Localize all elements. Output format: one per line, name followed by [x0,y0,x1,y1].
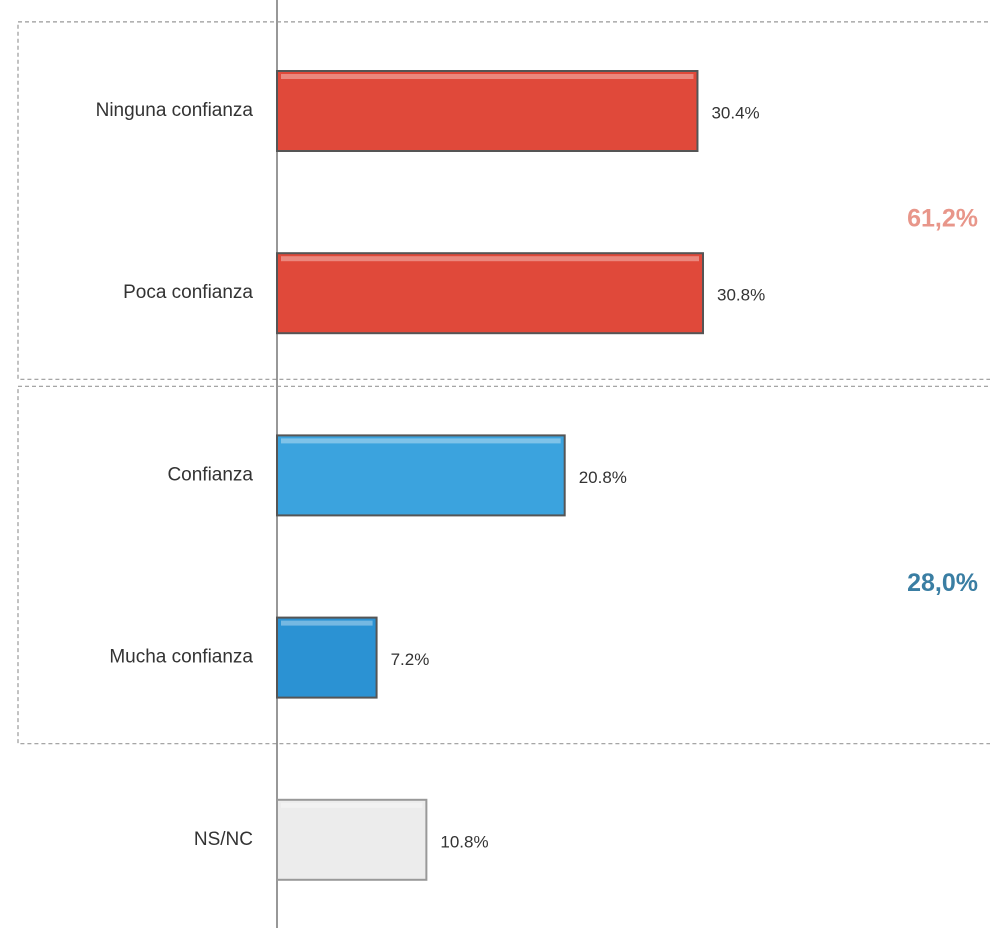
group-total: 61,2% [907,205,978,233]
group-total: 28,0% [907,569,978,597]
value-label: 7.2% [391,650,430,669]
group-box [17,21,990,380]
category-label: Poca confianza [123,282,253,303]
bar-highlight [281,74,694,79]
group-box [17,385,990,745]
bar [276,70,699,152]
category-label: NS/NC [194,829,253,850]
value-label: 30.4% [711,103,759,122]
bar-highlight [281,620,373,626]
value-label: 10.8% [440,832,488,851]
value-label: 30.8% [717,286,765,305]
value-label: 20.8% [579,468,627,487]
bar-highlight [281,802,423,808]
bar-highlight [281,438,561,444]
bar [276,798,428,881]
bar [276,252,704,335]
category-label: Ninguna confianza [96,100,254,121]
bar-highlight [281,256,699,262]
category-label: Confianza [167,464,253,485]
bar [276,434,566,517]
category-label: Mucha confianza [109,647,253,668]
bar [276,616,378,699]
